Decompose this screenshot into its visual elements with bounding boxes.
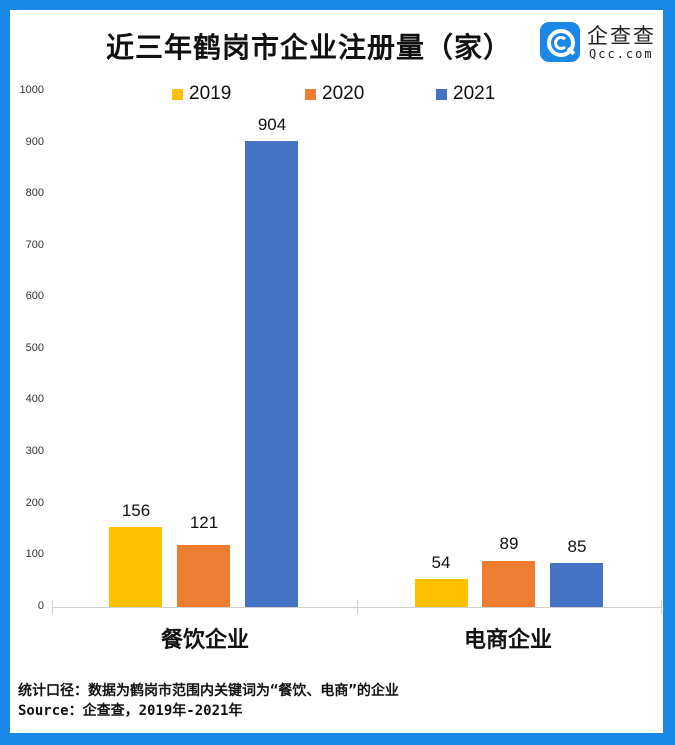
- logo-en-text: Qcc.com: [589, 47, 654, 61]
- y-tick: 500: [25, 342, 44, 354]
- legend-item-2020: 2020: [305, 83, 364, 105]
- qcc-logo: 企查查 Qcc.com: [530, 20, 663, 66]
- category-label-dianshang: 电商企业: [463, 628, 552, 653]
- x-axis-tick: [52, 600, 53, 614]
- bar-value-label: 89: [499, 534, 519, 553]
- chart-title: 近三年鹤岗市企业注册量（家）: [106, 31, 513, 64]
- bar-value-label: 85: [567, 537, 587, 556]
- legend-swatch-icon: [436, 88, 447, 100]
- legend-label: 2021: [453, 83, 496, 104]
- x-axis-tick: [661, 600, 662, 614]
- x-axis-line: [52, 607, 661, 608]
- methodology-note: 统计口径：数据为鹤岗市范围内关键词为“餐饮、电商”的企业: [18, 683, 399, 699]
- legend: 2019 2020 2021: [10, 83, 663, 107]
- y-tick: 600: [25, 290, 44, 302]
- legend-item-2019: 2019: [172, 83, 231, 105]
- bar-value-label: 121: [189, 513, 219, 532]
- x-axis-tick: [357, 600, 358, 614]
- source-note: Source：企查查，2019年-2021年: [18, 703, 243, 719]
- y-tick: 0: [37, 600, 44, 612]
- bar-value-label: 156: [121, 501, 151, 520]
- bar-dianshang-2020: [482, 561, 535, 607]
- bar-canyin-2021: [245, 141, 298, 607]
- bar-canyin-2020: [177, 545, 230, 607]
- legend-label: 2019: [189, 83, 232, 104]
- chart-panel: 近三年鹤岗市企业注册量（家） 企查查 Qcc.com 2019 2020 202…: [10, 10, 663, 733]
- bar-canyin-2019: [109, 527, 162, 607]
- bar-value-label: 904: [257, 115, 287, 134]
- y-tick: 100: [25, 548, 44, 560]
- qcc-logo-icon: [540, 22, 580, 62]
- bar-dianshang-2021: [550, 563, 603, 607]
- legend-item-2021: 2021: [436, 83, 495, 105]
- legend-label: 2020: [322, 83, 365, 104]
- bar-dianshang-2019: [415, 579, 468, 607]
- y-tick: 400: [25, 393, 44, 405]
- y-tick: 1000: [19, 84, 44, 96]
- category-label-canyin: 餐饮企业: [160, 628, 249, 653]
- legend-swatch-icon: [172, 88, 183, 100]
- y-tick: 800: [25, 187, 44, 199]
- y-tick: 700: [25, 239, 44, 251]
- y-tick: 200: [25, 497, 44, 509]
- bar-value-label: 54: [431, 553, 451, 572]
- y-tick: 300: [25, 445, 44, 457]
- legend-swatch-icon: [305, 88, 316, 100]
- y-tick: 900: [25, 136, 44, 148]
- logo-cn-text: 企查查: [587, 24, 656, 48]
